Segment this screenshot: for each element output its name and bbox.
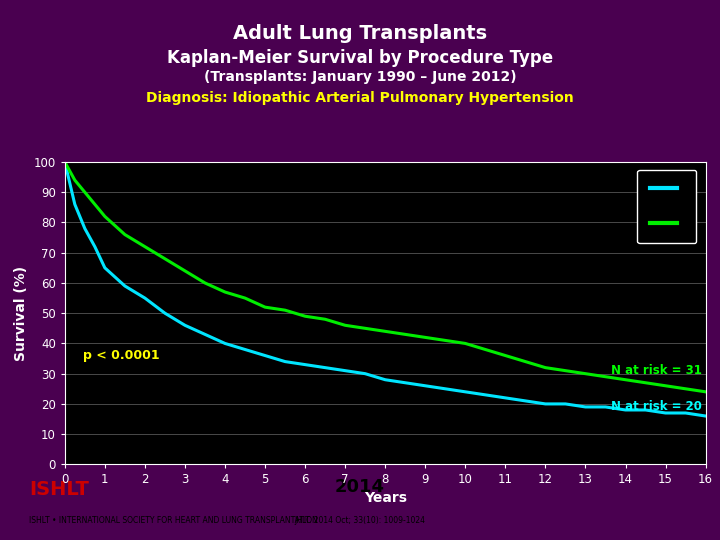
Text: N at risk = 31: N at risk = 31 <box>611 364 701 377</box>
X-axis label: Years: Years <box>364 491 407 504</box>
Text: JHLT. 2014 Oct; 33(10): 1009-1024: JHLT. 2014 Oct; 33(10): 1009-1024 <box>294 516 426 525</box>
Legend: , : , <box>637 170 696 243</box>
Text: (Transplants: January 1990 – June 2012): (Transplants: January 1990 – June 2012) <box>204 70 516 84</box>
Text: Diagnosis: Idiopathic Arterial Pulmonary Hypertension: Diagnosis: Idiopathic Arterial Pulmonary… <box>146 91 574 105</box>
Text: 2014: 2014 <box>335 478 385 496</box>
Text: ISHLT • INTERNATIONAL SOCIETY FOR HEART AND LUNG TRANSPLANTATION: ISHLT • INTERNATIONAL SOCIETY FOR HEART … <box>29 516 318 525</box>
Text: Adult Lung Transplants: Adult Lung Transplants <box>233 24 487 43</box>
Text: p < 0.0001: p < 0.0001 <box>83 349 159 362</box>
Y-axis label: Survival (%): Survival (%) <box>14 266 28 361</box>
Text: ISHLT: ISHLT <box>29 480 89 499</box>
Text: N at risk = 20: N at risk = 20 <box>611 401 701 414</box>
Text: Kaplan-Meier Survival by Procedure Type: Kaplan-Meier Survival by Procedure Type <box>167 49 553 66</box>
